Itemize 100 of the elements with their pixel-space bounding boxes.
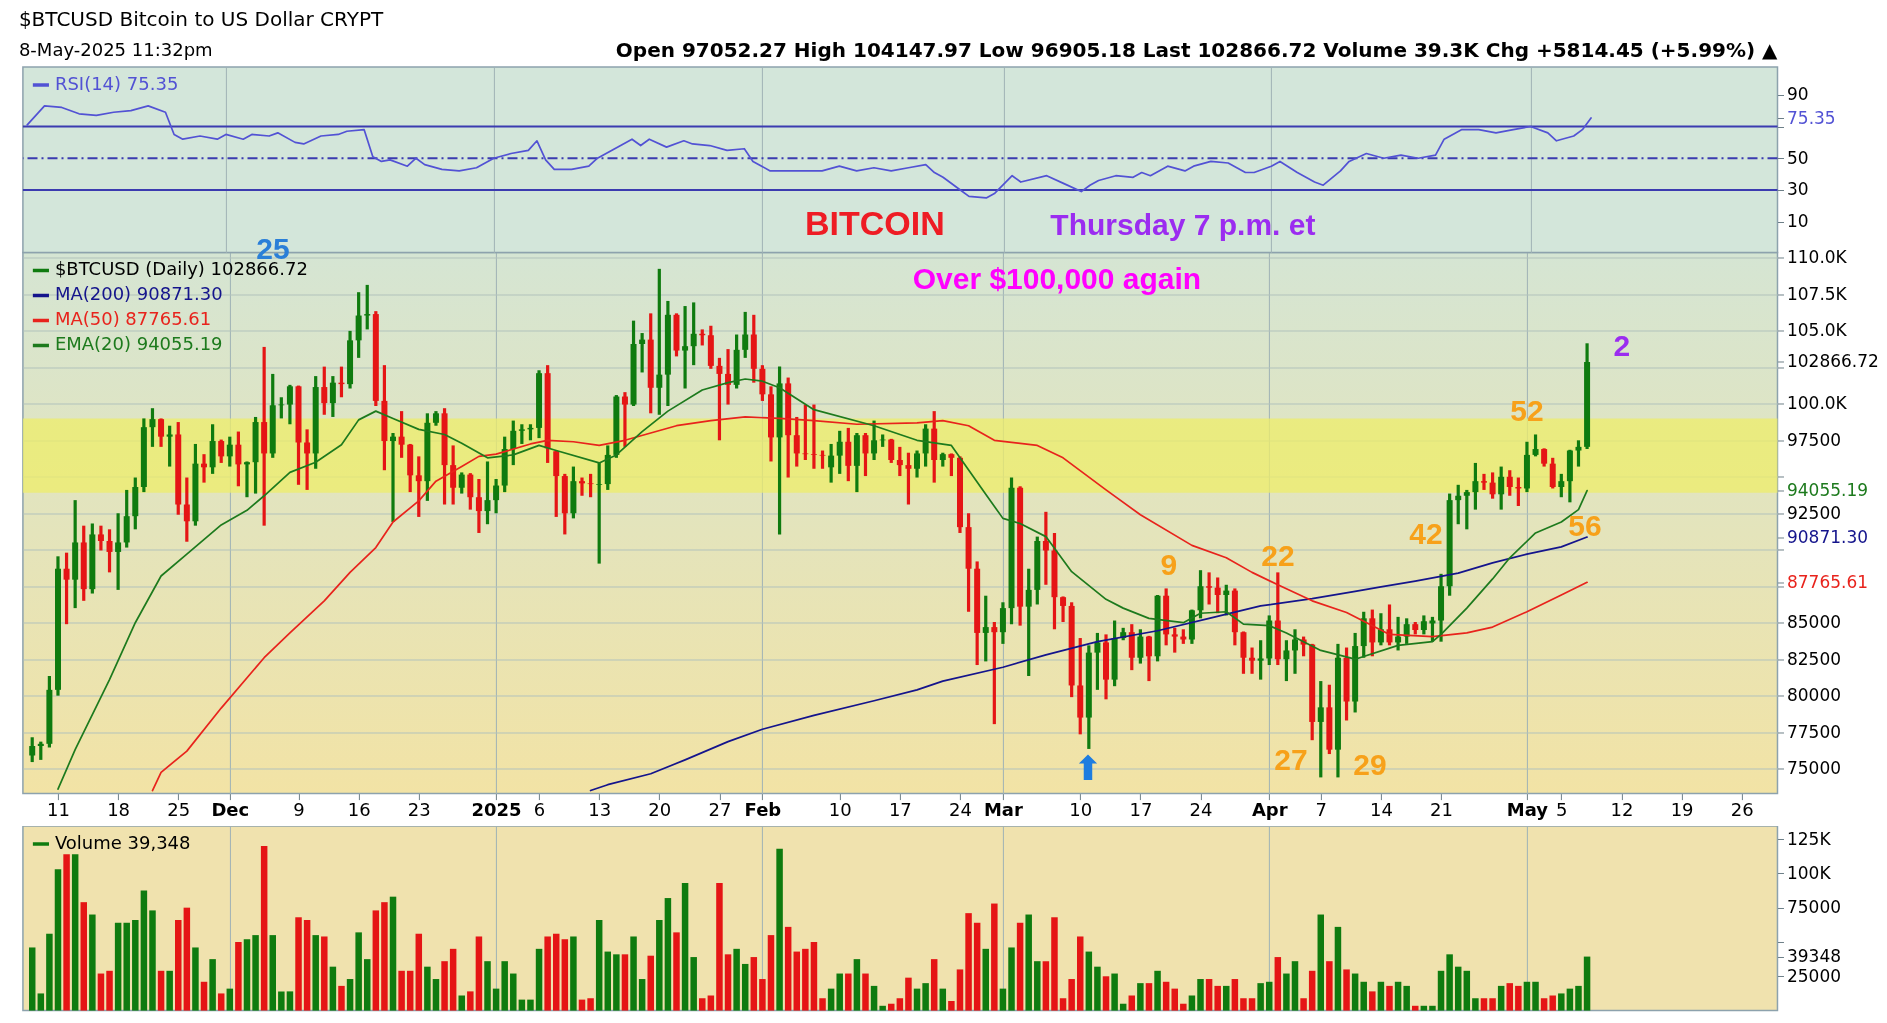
bar [501, 960, 508, 1011]
bar [527, 999, 534, 1011]
bar [1429, 1005, 1436, 1011]
bar [123, 922, 130, 1011]
bar [1197, 978, 1204, 1011]
bar [1085, 951, 1093, 1011]
bar [329, 966, 337, 1011]
bar [776, 848, 783, 1011]
y-tick-label: 125K [1786, 828, 1832, 849]
bar [1128, 995, 1136, 1011]
bar [475, 936, 483, 1011]
bar [965, 912, 972, 1011]
bar [89, 914, 96, 1011]
bar [1137, 982, 1144, 1011]
bar [699, 997, 706, 1011]
bar [1351, 973, 1359, 1011]
bar [1034, 960, 1041, 1011]
bar [982, 948, 989, 1011]
bar [1068, 978, 1075, 1011]
bar [80, 901, 88, 1011]
bar [827, 988, 835, 1011]
bar [578, 999, 586, 1011]
bar [1188, 995, 1196, 1011]
y-tick-label: 39348 [1786, 945, 1841, 966]
bar [1076, 936, 1084, 1011]
bar [192, 947, 199, 1011]
bar [956, 969, 964, 1011]
bar [681, 882, 689, 1011]
bar [587, 997, 594, 1011]
bar [1016, 922, 1024, 1011]
bar [656, 919, 663, 1011]
bar [973, 922, 981, 1011]
bar [1394, 981, 1402, 1011]
bar [690, 956, 697, 1011]
bar [518, 999, 526, 1011]
bar [54, 868, 62, 1011]
bar [46, 933, 53, 1011]
bar [140, 890, 148, 1011]
bar [1566, 988, 1574, 1011]
bar [226, 988, 234, 1011]
bar [922, 982, 929, 1011]
bar [664, 897, 672, 1011]
bar [1094, 966, 1101, 1011]
bar [1205, 978, 1213, 1011]
candlestick [29, 737, 36, 764]
bar [1180, 1003, 1187, 1011]
bar [346, 978, 354, 1011]
bar [1059, 997, 1067, 1011]
y-tick-label: 100K [1786, 862, 1832, 883]
bar [741, 963, 749, 1011]
bar [510, 973, 517, 1011]
annotation: Thursday 7 p.m. et [1050, 208, 1316, 241]
bar [561, 938, 569, 1011]
bar [364, 958, 371, 1011]
bar [1386, 985, 1393, 1011]
bar [1454, 966, 1462, 1011]
bar [1497, 985, 1505, 1011]
bar [716, 882, 723, 1011]
bar [750, 956, 758, 1011]
bar [724, 953, 732, 1011]
bar [1326, 960, 1333, 1011]
y-tick-label: 30 [1787, 179, 1809, 200]
bar [1102, 975, 1110, 1011]
bar [260, 845, 268, 1011]
bar [879, 1005, 886, 1011]
bar [484, 960, 491, 1011]
bar [312, 934, 319, 1011]
bar [1472, 997, 1479, 1011]
bar [1403, 985, 1410, 1011]
bar [1377, 981, 1385, 1011]
bar [948, 1000, 955, 1011]
bar [424, 966, 431, 1011]
bar [432, 978, 440, 1011]
y-tick-label: 75000 [1786, 896, 1841, 917]
bar [1214, 985, 1221, 1011]
bar [552, 933, 560, 1011]
bar [235, 941, 242, 1011]
bar [303, 919, 311, 1011]
y-tick-label: 90 [1787, 84, 1809, 105]
bar [295, 916, 302, 1011]
bar [613, 953, 620, 1011]
annotation: BITCOIN [805, 204, 945, 242]
bar [114, 922, 122, 1011]
bar [888, 1003, 895, 1011]
legend-label: RSI(14) 75.35 [54, 73, 179, 94]
bar [175, 919, 182, 1011]
bar [321, 936, 328, 1011]
bar [97, 973, 105, 1011]
bar [621, 953, 629, 1011]
y-tick-label: 10 [1787, 211, 1809, 232]
bar [707, 995, 715, 1011]
bar [991, 903, 998, 1011]
bar [1265, 981, 1273, 1011]
bar [217, 993, 225, 1011]
bar [802, 948, 809, 1011]
bar [1412, 1005, 1419, 1011]
bar [1042, 960, 1050, 1011]
bar [1540, 997, 1548, 1011]
bar [406, 970, 414, 1011]
bar [1575, 985, 1582, 1011]
